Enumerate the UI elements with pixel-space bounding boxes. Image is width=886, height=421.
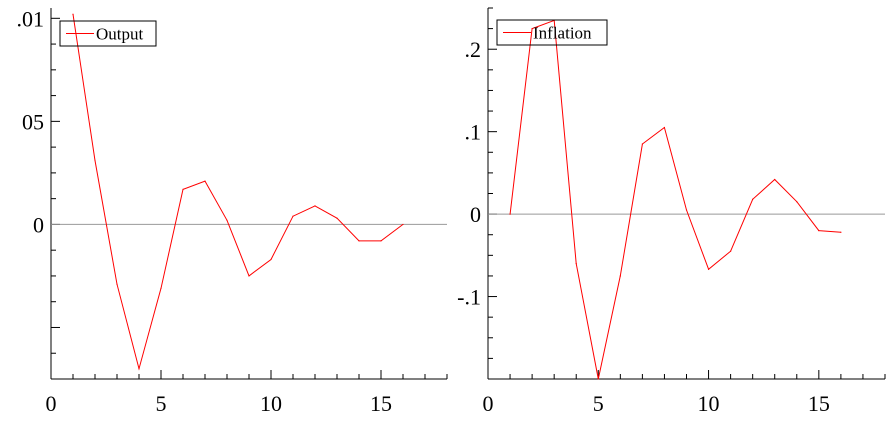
output-data-point (292, 215, 294, 217)
inflation-y-tick-label: -.1 (457, 285, 481, 310)
output-data-point (72, 13, 74, 15)
output-x-tick-label: 10 (260, 391, 282, 416)
inflation-data-point (818, 230, 820, 232)
inflation-x-tick-label: 5 (593, 391, 604, 416)
inflation-data-point (597, 378, 599, 380)
inflation-y-tick-label: 0 (470, 202, 481, 227)
output-data-point (138, 368, 140, 370)
output-legend-label: Output (96, 25, 144, 44)
output-series-line (72, 14, 404, 371)
inflation-legend-label: Inflation (533, 24, 592, 43)
inflation-data-point (641, 143, 643, 145)
inflation-legend-box (496, 19, 608, 46)
output-y-tick-label: .01 (17, 6, 45, 31)
output-y-tick-label: 05 (22, 109, 44, 134)
inflation-data-point (707, 268, 710, 270)
inflation-data-point (730, 250, 732, 252)
output-data-point (94, 159, 96, 162)
inflation-data-point (575, 262, 577, 265)
output-data-point (248, 275, 250, 277)
output-data-point (270, 258, 272, 261)
output-data-point (336, 217, 338, 219)
output-data-point (182, 188, 184, 190)
output-data-point (402, 223, 404, 226)
inflation-panel: 0 5 10 15 -.1 0 .1 .2 Inflation (457, 7, 886, 416)
output-x-tick-label: 15 (370, 391, 392, 416)
output-data-point (358, 240, 360, 242)
inflation-series-line (509, 19, 841, 380)
inflation-data-point (531, 28, 533, 30)
inflation-data-point (619, 275, 621, 277)
inflation-data-point (663, 126, 666, 129)
output-legend-box (59, 20, 157, 47)
output-data-point (314, 205, 316, 207)
output-data-point (204, 180, 206, 182)
output-data-point (160, 287, 162, 289)
output-data-point (226, 219, 228, 221)
output-x-tick-label: 0 (46, 391, 57, 416)
inflation-data-point (840, 231, 842, 233)
inflation-y-tick-label: .2 (465, 37, 482, 62)
inflation-y-tick-label: .1 (465, 120, 482, 145)
inflation-x-tick-label: 10 (698, 391, 720, 416)
inflation-data-point (509, 213, 511, 215)
inflation-x-tick-label: 0 (483, 391, 494, 416)
inflation-data-point (774, 178, 776, 181)
inflation-x-tick-label: 15 (808, 391, 830, 416)
inflation-data-point (796, 201, 798, 203)
output-data-point (116, 283, 118, 285)
output-data-point (380, 240, 382, 242)
output-y-tick-label: 0 (33, 212, 44, 237)
inflation-data-point (752, 198, 754, 200)
inflation-data-point (685, 209, 688, 211)
output-x-tick-label: 5 (156, 391, 167, 416)
